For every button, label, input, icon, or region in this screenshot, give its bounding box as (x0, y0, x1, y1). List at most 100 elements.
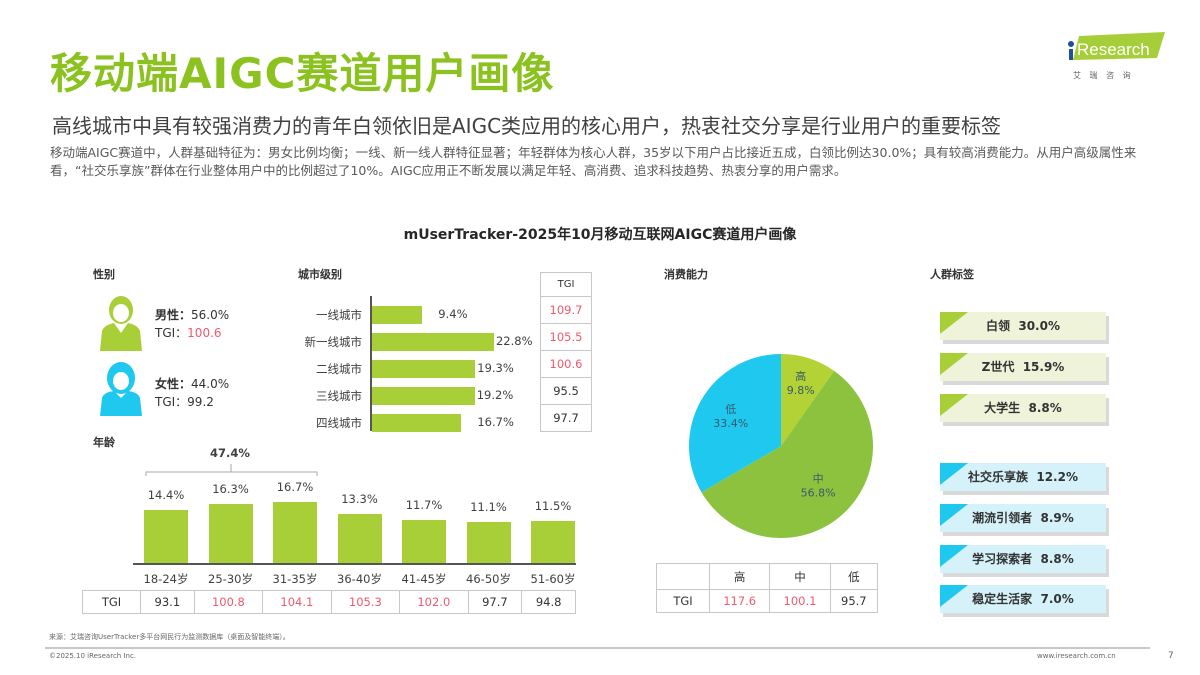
tag-corner-icon (940, 585, 968, 607)
tgi-column-header: 高 (708, 562, 771, 591)
tag-corner-icon (940, 312, 968, 334)
page-title: 移动端AIGC赛道用户画像 (50, 49, 555, 98)
logo-subtext: 艾 瑞 咨 询 (1073, 71, 1134, 80)
tgi-header: TGI (656, 589, 710, 613)
tag-label: 大学生 8.8% (984, 401, 1062, 415)
city-bar (372, 333, 494, 351)
city-label: 新一线城市 (304, 335, 363, 349)
logo-mark: Research (1068, 32, 1165, 60)
tgi-header-row: 高中低 (656, 562, 879, 591)
tgi-cell: 95.5 (540, 377, 592, 405)
age-bar (273, 502, 317, 563)
tgi-column-header: 中 (769, 562, 831, 591)
source-note: 来源：艾瑞咨询UserTracker多平台网民行为监测数据库（桌面及智能终端）。 (49, 633, 290, 641)
pie-slice (689, 354, 781, 493)
pie-value-label: 9.8% (787, 384, 815, 397)
age-bar (208, 503, 253, 563)
male-stats: 男性：56.0% TGI：100.6 (155, 306, 229, 342)
male-tgi: 100.6 (187, 326, 222, 340)
male-tgi-label: TGI： (155, 326, 188, 340)
age-category-label: 31-35岁 (272, 572, 318, 586)
city-value-label: 19.2% (476, 388, 514, 402)
audience-tag: 潮流引领者 8.9% (940, 504, 1106, 532)
age-bar (531, 521, 575, 563)
age-category-label: 18-24岁 (143, 572, 189, 586)
tag-label: 社交乐享族 12.2% (968, 470, 1078, 484)
chart-title: mUserTracker-2025年10月移动互联网AIGC赛道用户画像 (403, 227, 797, 243)
tgi-row: 95.5 (540, 377, 592, 405)
age-category-label: 25-30岁 (208, 572, 253, 586)
tgi-row: TGI 93.1 100.8 104.1 105.3 102.0 97.7 94.8 (82, 590, 576, 614)
consumption-title: 消费能力 (664, 268, 708, 281)
city-label: 一线城市 (316, 308, 362, 322)
city-axis (370, 296, 372, 431)
tgi-cell: 102.0 (399, 590, 469, 614)
female-stats: 女性：44.0% TGI：99.2 (155, 375, 229, 411)
age-category-label: 51-60岁 (530, 572, 576, 586)
female-tgi: 99.2 (187, 395, 214, 409)
age-category-label: 46-50岁 (466, 572, 511, 586)
page-number: 7 (1168, 651, 1174, 661)
tgi-cell: 117.6 (708, 589, 771, 613)
website-link[interactable]: www.iresearch.com.cn (1037, 652, 1116, 660)
audience-tag: 大学生 8.8% (940, 394, 1106, 422)
tgi-cell: 104.1 (262, 590, 332, 614)
tgi-cell: 97.7 (467, 590, 523, 614)
iresearch-logo: Research 艾 瑞 咨 询 (1065, 30, 1170, 86)
city-value-label: 16.7% (477, 415, 514, 429)
pie-value-label: 33.4% (713, 417, 748, 430)
city-bar (372, 306, 423, 324)
city-label: 四线城市 (316, 416, 362, 430)
tag-corner-icon (940, 504, 968, 526)
tag-label: 稳定生活家 7.0% (972, 592, 1074, 606)
consumption-tgi-table: 高中低 TGI 117.6 100.1 95.7 (656, 562, 879, 613)
age-title: 年龄 (93, 436, 115, 449)
tag-label: 白领 30.0% (986, 319, 1060, 333)
city-label: 二线城市 (316, 362, 362, 376)
tgi-row: 105.5 (540, 323, 592, 351)
pie-category-label: 低 (725, 403, 736, 416)
tgi-header: TGI (82, 590, 141, 614)
city-tgi-table: TGI 109.7 105.5 100.6 95.5 97.7 (540, 272, 592, 432)
age-value-label: 16.3% (212, 481, 249, 496)
audience-tag: Z世代 15.9% (940, 353, 1106, 381)
audience-tag: 社交乐享族 12.2% (940, 463, 1106, 491)
age-value-label: 11.7% (405, 498, 443, 513)
age-category-label: 41-45岁 (401, 572, 447, 586)
tag-label: 学习探索者 8.8% (972, 552, 1074, 566)
tgi-cell: 105.5 (540, 323, 592, 351)
tag-corner-icon (940, 353, 968, 375)
summary-text: 移动端AIGC赛道中，人群基础特征为：男女比例均衡；一线、新一线人群特征显著；年… (50, 145, 1137, 178)
tgi-corner (656, 562, 710, 591)
gender-title: 性别 (93, 268, 115, 281)
age-bar (402, 520, 446, 563)
tgi-cell: 94.8 (521, 590, 576, 614)
tgi-cell: 100.6 (540, 350, 592, 378)
tgi-cell: 100.1 (769, 589, 831, 613)
tgi-cell: 93.1 (140, 590, 195, 614)
tag-label: 潮流引领者 8.9% (972, 511, 1074, 525)
age-tgi-table: TGI 93.1 100.8 104.1 105.3 102.0 97.7 94.8 (82, 590, 576, 614)
copyright: ©2025.10 iResearch Inc. (49, 652, 137, 660)
tgi-header-row: TGI (540, 272, 592, 297)
tag-corner-icon (940, 545, 968, 567)
city-value-label: 19.3% (477, 361, 514, 375)
female-share: 44.0% (191, 377, 230, 391)
tgi-row: 97.7 (540, 404, 592, 432)
svg-text:Research: Research (1077, 40, 1150, 59)
age-category-label: 36-40岁 (337, 572, 382, 586)
pie-value-label: 56.8% (801, 487, 836, 500)
age-value-label: 16.7% (276, 480, 314, 495)
age-value-label: 13.3% (341, 492, 378, 507)
audience-tag: 稳定生活家 7.0% (940, 585, 1106, 613)
tgi-cell: 95.7 (829, 589, 879, 613)
tgi-column-header: 低 (829, 562, 879, 591)
male-user-icon (100, 296, 142, 351)
city-value-label: 22.8% (495, 334, 533, 348)
tgi-cell: 100.8 (193, 590, 264, 614)
city-bar (372, 414, 462, 432)
tag-corner-icon (940, 394, 968, 416)
age-bracket (145, 464, 318, 476)
female-tgi-label: TGI： (155, 395, 188, 409)
city-label: 三线城市 (316, 389, 362, 403)
